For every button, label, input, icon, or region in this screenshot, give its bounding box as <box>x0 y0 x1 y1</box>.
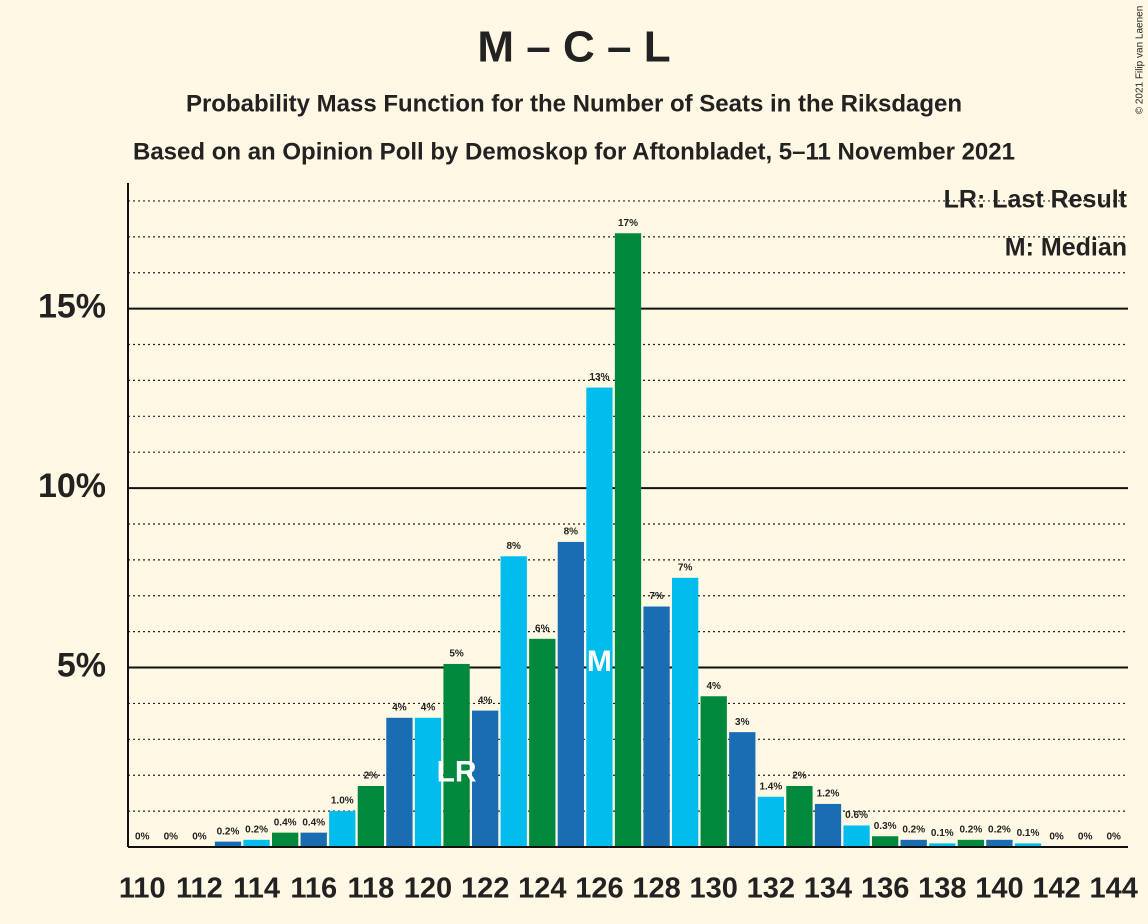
bar <box>814 803 842 847</box>
value-label: 0.2% <box>245 824 268 835</box>
x-tick-label: 128 <box>632 873 680 905</box>
bar <box>300 832 327 847</box>
value-label: 0.4% <box>302 817 325 828</box>
x-tick-label: 120 <box>404 873 452 905</box>
value-label: 0.4% <box>274 817 297 828</box>
x-tick-label: 138 <box>918 873 966 905</box>
value-label: 1.0% <box>331 796 354 807</box>
chart-title: M – C – L <box>477 23 670 72</box>
bar <box>1014 843 1042 847</box>
bar <box>872 836 899 847</box>
bar <box>414 717 442 847</box>
value-label: 0% <box>1049 832 1064 843</box>
x-tick-label: 110 <box>119 873 166 905</box>
value-label: 0.3% <box>874 821 897 832</box>
x-tick-label: 124 <box>518 873 566 905</box>
y-tick-label: 15% <box>38 288 106 326</box>
value-label: 2% <box>364 771 379 782</box>
value-label: 0.2% <box>988 824 1011 835</box>
x-tick-label: 122 <box>461 873 509 905</box>
value-label: 7% <box>678 562 693 573</box>
value-label: 0.2% <box>217 826 240 837</box>
x-tick-label: 126 <box>575 873 623 905</box>
bar <box>843 825 870 847</box>
x-tick-label: 140 <box>975 873 1023 905</box>
x-tick-label: 114 <box>233 873 280 905</box>
value-label: 0% <box>1106 832 1121 843</box>
x-tick-label: 130 <box>690 873 738 905</box>
value-label: 4% <box>706 681 721 692</box>
value-label: 0% <box>1078 832 1093 843</box>
bar <box>672 577 699 847</box>
chart-subtitle: Probability Mass Function for the Number… <box>186 90 962 117</box>
bar <box>614 233 642 847</box>
bar <box>472 710 499 847</box>
y-tick-label: 5% <box>57 647 106 685</box>
legend-entry: M: Median <box>1005 234 1127 262</box>
value-label: 8% <box>506 541 521 552</box>
value-label: 6% <box>535 623 550 634</box>
x-tick-label: 132 <box>747 873 795 905</box>
value-label: 0% <box>164 832 179 843</box>
bar <box>700 696 727 847</box>
value-label: 13% <box>589 372 609 383</box>
value-label: 0.2% <box>902 824 925 835</box>
value-label: 8% <box>564 527 579 538</box>
value-label: 17% <box>618 218 638 229</box>
chart-subtitle: Based on an Opinion Poll by Demoskop for… <box>133 138 1015 165</box>
bar <box>729 732 756 847</box>
legend-entry: LR: Last Result <box>944 186 1128 214</box>
x-tick-label: 136 <box>861 873 909 905</box>
value-label: 3% <box>735 717 750 728</box>
bar <box>957 839 984 847</box>
bar <box>643 606 670 847</box>
y-tick-label: 10% <box>38 467 106 505</box>
bar <box>500 556 527 847</box>
value-label: 4% <box>421 702 436 713</box>
x-tick-label: 118 <box>347 873 394 905</box>
value-label: 7% <box>649 591 664 602</box>
value-label: 0.2% <box>959 824 982 835</box>
bar <box>357 785 384 847</box>
bar <box>443 663 470 847</box>
value-label: 0.1% <box>931 828 954 839</box>
value-label: 1.2% <box>817 789 840 800</box>
bar <box>272 832 299 847</box>
x-tick-label: 134 <box>804 873 852 905</box>
value-label: 4% <box>478 695 493 706</box>
value-label: 2% <box>792 771 807 782</box>
bar <box>786 785 813 847</box>
copyright: © 2021 Filip van Laenen <box>1135 6 1146 115</box>
bar <box>586 387 613 847</box>
x-tick-label: 142 <box>1032 873 1080 905</box>
bar <box>243 839 270 847</box>
marker-label: LR <box>437 756 477 789</box>
value-label: 0.6% <box>845 810 868 821</box>
bar <box>929 843 956 847</box>
bar <box>329 811 356 847</box>
bar <box>900 839 927 847</box>
x-tick-label: 116 <box>290 873 337 905</box>
x-tick-label: 144 <box>1090 873 1138 905</box>
bar <box>386 717 413 847</box>
bar <box>557 541 584 847</box>
bar <box>529 638 556 847</box>
bar <box>214 841 242 847</box>
value-label: 0% <box>135 832 150 843</box>
marker-label: M <box>587 645 612 678</box>
value-label: 0% <box>192 832 207 843</box>
value-label: 5% <box>449 649 464 660</box>
value-label: 4% <box>392 702 407 713</box>
x-tick-label: 112 <box>176 873 223 905</box>
value-label: 0.1% <box>1017 828 1040 839</box>
value-label: 1.4% <box>759 781 782 792</box>
bar <box>986 839 1013 847</box>
bar <box>757 796 784 847</box>
